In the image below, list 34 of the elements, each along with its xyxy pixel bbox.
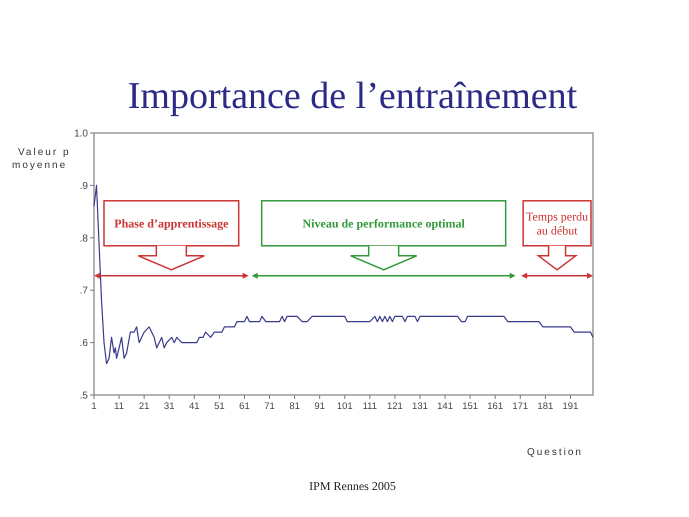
x-tick-label: 181 (537, 401, 554, 412)
x-tick-label: 121 (386, 401, 403, 412)
text: IPM Rennes 2005 (309, 479, 396, 493)
x-tick-label: 91 (314, 401, 325, 412)
x-tick-label: 41 (189, 401, 200, 412)
x-tick-label: 171 (512, 401, 528, 412)
y-tick-label: .9 (80, 180, 88, 192)
x-tick-label: 1 (91, 401, 97, 412)
x-tick-label: 111 (362, 401, 378, 412)
x-tick-label: 101 (336, 401, 353, 412)
annotation: Phase d’apprentissage (114, 216, 230, 230)
x-tick-label: 141 (437, 401, 453, 412)
x-tick-label: 11 (114, 401, 124, 412)
y-tick-label: 1.0 (74, 128, 88, 140)
y-tick-label: .7 (80, 286, 88, 297)
x-tick-label: 21 (138, 401, 150, 412)
x-tick-label: 61 (239, 401, 250, 412)
annotation: Niveau de performance optimal (302, 216, 466, 230)
y-tick-label: .5 (80, 390, 88, 402)
x-tick-label: 131 (412, 401, 428, 412)
y-tick-label: .6 (80, 338, 88, 350)
x-tick-label: 31 (164, 401, 175, 412)
x-tick-label: 71 (264, 401, 275, 412)
annotation: Temps perdu au début (526, 209, 588, 238)
x-tick-label: 151 (462, 401, 478, 412)
y-axis-title: Valeur p moyenne (12, 147, 71, 171)
y-tick-label: .8 (80, 233, 88, 244)
x-tick-label: 161 (487, 401, 504, 412)
chart-title: Importance de l’entraînement (128, 75, 578, 117)
x-tick-label: 51 (214, 401, 225, 412)
x-axis-title: Question (526, 447, 583, 458)
line-series (93, 184, 594, 364)
x-tick-label: 81 (289, 401, 300, 412)
x-tick-label: 191 (562, 401, 578, 412)
